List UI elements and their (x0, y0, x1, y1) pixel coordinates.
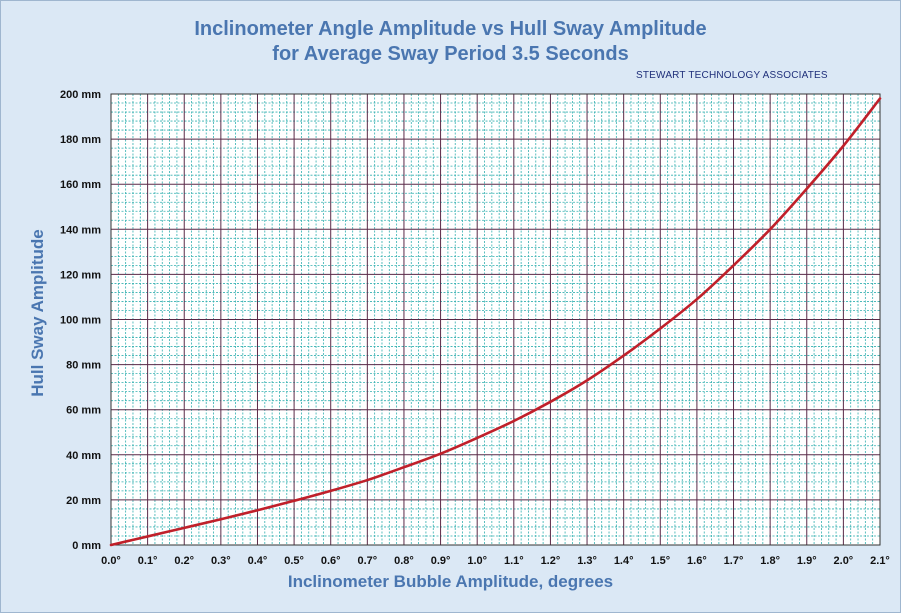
x-tick-label: 0.4° (248, 555, 268, 567)
x-tick-label: 0.8° (394, 555, 414, 567)
x-tick-label: 0.3° (211, 555, 231, 567)
x-axis-label: Inclinometer Bubble Amplitude, degrees (287, 572, 614, 591)
y-tick-label: 40 mm (66, 450, 101, 462)
chart-title: Inclinometer Angle Amplitude vs Hull Swa… (194, 18, 707, 40)
y-tick-label: 120 mm (60, 269, 101, 281)
x-tick-label: 1.7° (724, 555, 744, 567)
x-tick-label: 1.5° (650, 555, 670, 567)
x-tick-label: 1.0° (467, 555, 487, 567)
x-tick-label: 0.1° (138, 555, 158, 567)
y-tick-label: 80 mm (66, 360, 101, 372)
x-tick-label: 1.6° (687, 555, 707, 567)
x-tick-label: 1.3° (577, 555, 597, 567)
y-tick-label: 20 mm (66, 495, 101, 507)
x-tick-label: 1.9° (797, 555, 817, 567)
x-tick-label: 0.2° (174, 555, 194, 567)
x-tick-label: 0.6° (321, 555, 341, 567)
x-tick-label: 2.1° (870, 555, 890, 567)
x-tick-label: 0.7° (357, 555, 377, 567)
y-tick-label: 200 mm (60, 89, 101, 101)
chart-credit: STEWART TECHNOLOGY ASSOCIATES (636, 70, 828, 81)
x-tick-label: 1.8° (760, 555, 780, 567)
y-tick-label: 140 mm (60, 224, 101, 236)
x-tick-label: 0.0° (101, 555, 121, 567)
chart-subtitle: for Average Sway Period 3.5 Seconds (272, 43, 629, 65)
x-tick-label: 0.5° (284, 555, 304, 567)
x-tick-label: 1.4° (614, 555, 634, 567)
x-tick-label: 0.9° (431, 555, 451, 567)
y-tick-label: 0 mm (72, 540, 101, 552)
plot-border (110, 93, 881, 546)
x-tick-label: 1.1° (504, 555, 524, 567)
series-line (109, 97, 882, 547)
y-tick-label: 60 mm (66, 405, 101, 417)
y-tick-label: 180 mm (60, 134, 101, 146)
x-tick-label: 1.2° (541, 555, 561, 567)
y-tick-label: 100 mm (60, 315, 101, 327)
y-tick-label: 160 mm (60, 179, 101, 191)
x-tick-label: 2.0° (834, 555, 854, 567)
